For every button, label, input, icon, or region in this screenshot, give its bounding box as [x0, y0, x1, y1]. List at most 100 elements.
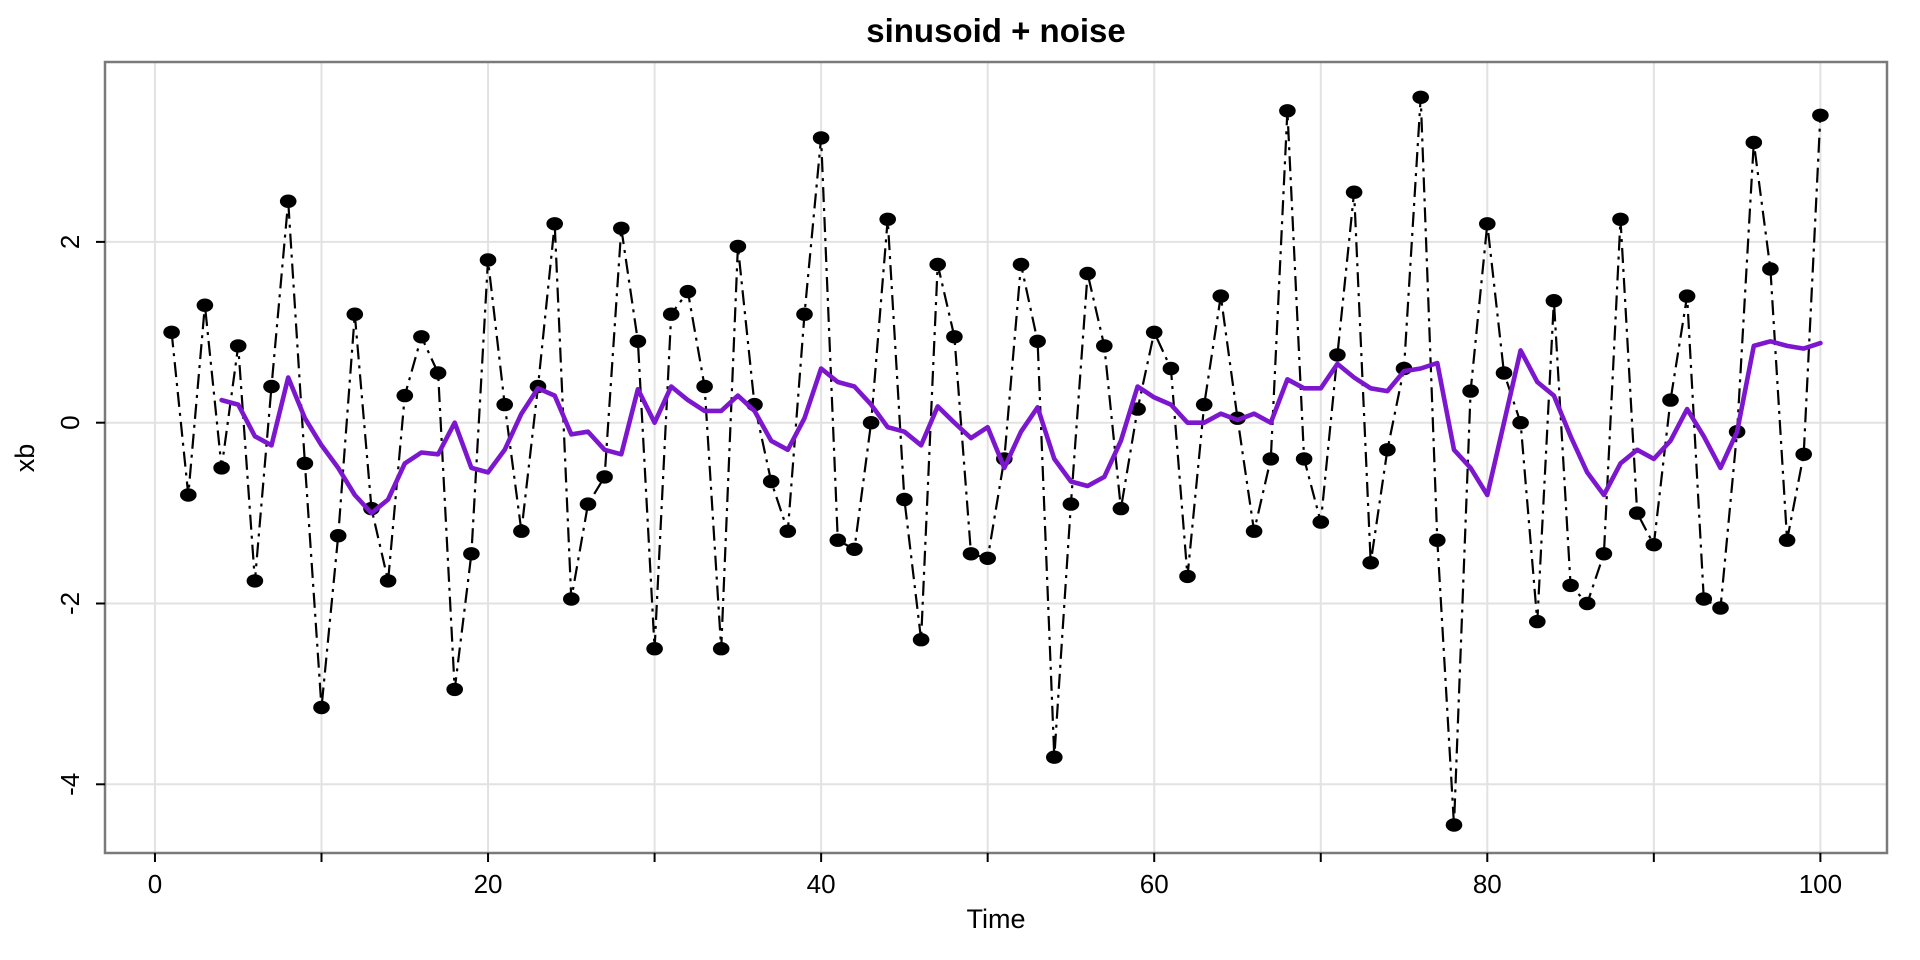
data-point: [696, 379, 713, 394]
data-point: [379, 574, 397, 588]
data-point: [279, 194, 297, 208]
data-point: [1778, 533, 1796, 547]
data-point: [1212, 289, 1230, 303]
data-point: [463, 547, 480, 561]
data-point: [1512, 416, 1529, 430]
data-point: [479, 253, 497, 267]
data-point: [829, 533, 847, 547]
data-point: [1812, 108, 1829, 123]
data-point: [1029, 334, 1046, 348]
data-point: [163, 325, 180, 339]
data-point: [213, 461, 230, 475]
data-point: [1695, 592, 1713, 606]
data-point: [1145, 325, 1163, 339]
data-point: [563, 592, 580, 606]
data-point: [413, 330, 430, 344]
data-point: [1578, 596, 1596, 611]
y-axis-label: xb: [10, 444, 40, 473]
data-point: [979, 551, 996, 565]
data-point: [1312, 515, 1330, 529]
data-point: [1745, 135, 1763, 150]
data-point: [929, 257, 946, 272]
data-point: [1262, 452, 1280, 466]
data-point: [346, 307, 364, 321]
data-point: [1762, 262, 1779, 276]
x-tick-label: 0: [148, 869, 162, 899]
data-point: [1362, 556, 1379, 570]
x-tick-label: 60: [1140, 869, 1169, 899]
data-point: [762, 474, 780, 489]
data-point: [1096, 339, 1113, 353]
data-point: [1445, 818, 1463, 832]
data-point: [1645, 538, 1663, 552]
x-tick-label: 40: [807, 869, 836, 899]
data-point: [1062, 497, 1080, 511]
y-tick-label: -2: [55, 592, 85, 615]
y-tick-label: 2: [55, 235, 85, 249]
data-point: [779, 524, 797, 538]
axis-ticks: [96, 240, 1822, 862]
xb-dashed-line: [170, 97, 1822, 826]
data-point: [1046, 750, 1063, 764]
data-point: [1279, 104, 1296, 118]
data-point: [596, 470, 613, 484]
chart-title: sinusoid + noise: [866, 12, 1125, 49]
data-point: [1562, 578, 1579, 593]
data-point: [1345, 185, 1363, 199]
data-point: [446, 682, 464, 697]
data-point: [613, 221, 630, 235]
data-point: [1678, 289, 1696, 303]
data-point: [1379, 443, 1396, 457]
data-point: [862, 416, 880, 430]
data-point: [729, 239, 747, 254]
data-point: [1612, 212, 1629, 226]
data-point: [229, 339, 247, 353]
data-point: [796, 307, 813, 321]
data-point: [1595, 547, 1613, 561]
y-tick-label: 0: [55, 415, 85, 429]
data-point: [962, 547, 980, 561]
data-point: [1329, 348, 1346, 362]
data-point: [662, 307, 680, 321]
data-point: [1079, 266, 1096, 281]
data-point: [329, 529, 347, 543]
data-point: [629, 334, 647, 348]
data-point: [712, 642, 730, 656]
smoother-line: [219, 338, 1823, 516]
data-point: [263, 379, 280, 394]
data-point: [396, 388, 414, 403]
gridlines: [105, 62, 1887, 853]
data-point: [1479, 217, 1496, 231]
data-series: [163, 90, 1829, 832]
x-axis-label: Time: [967, 904, 1026, 934]
data-point: [1162, 361, 1180, 376]
data-point: [1495, 366, 1513, 380]
data-point: [1429, 533, 1446, 547]
data-point: [496, 397, 513, 412]
data-point: [1529, 614, 1546, 629]
data-point: [879, 212, 896, 226]
data-point: [1662, 393, 1679, 407]
x-tick-label: 80: [1473, 869, 1502, 899]
data-point: [646, 642, 663, 656]
data-point: [912, 633, 930, 647]
y-tick-label: -4: [55, 773, 85, 796]
data-point: [313, 700, 330, 715]
data-point: [1112, 501, 1130, 516]
data-point: [946, 330, 963, 344]
data-point: [1712, 601, 1729, 615]
data-point: [1795, 447, 1812, 461]
data-point: [1295, 452, 1313, 466]
data-point: [1545, 294, 1563, 308]
data-point: [846, 542, 863, 556]
data-point: [196, 298, 214, 312]
data-point: [1245, 524, 1263, 538]
data-point: [896, 492, 913, 507]
data-point: [1195, 397, 1213, 412]
data-point: [246, 574, 264, 588]
data-point: [679, 284, 697, 299]
plot-border: [103, 60, 1889, 855]
x-tick-label: 100: [1799, 869, 1842, 899]
x-tick-label: 20: [474, 869, 503, 899]
